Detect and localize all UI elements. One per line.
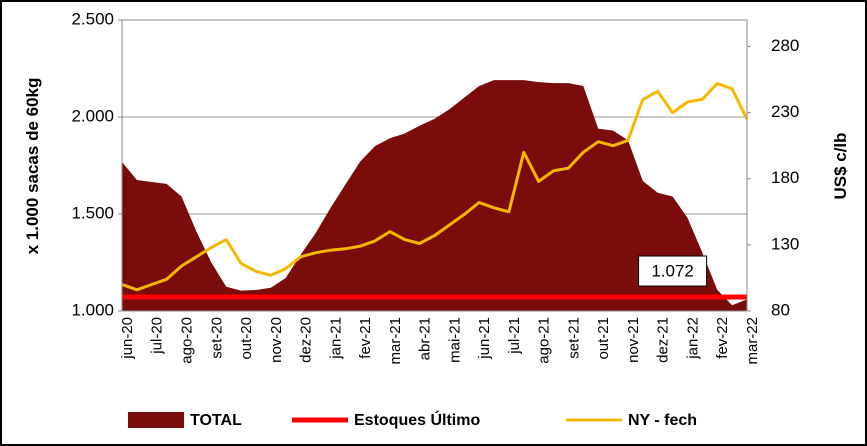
area — [122, 80, 747, 311]
plot-border — [121, 19, 748, 312]
x-tick-label: jun-20 — [119, 317, 136, 360]
y2-tick-label: 280 — [771, 36, 799, 55]
x-tick-label: set-21 — [565, 317, 582, 359]
legend-label: NY - fech — [628, 412, 697, 429]
x-tick-label: ago-21 — [536, 317, 553, 364]
y2-tick-label: 130 — [771, 234, 799, 253]
x-tick-label: nov-21 — [625, 317, 642, 363]
y2-tick-label: 180 — [771, 168, 799, 187]
x-tick-label: jan-22 — [684, 317, 701, 360]
x-tick-label: jul-20 — [149, 317, 166, 355]
x-tick-label: dez-20 — [298, 317, 315, 363]
x-tick-label: mar-21 — [387, 317, 404, 365]
x-tick-label: mar-22 — [744, 317, 761, 365]
x-tick-label: fev-22 — [714, 317, 731, 359]
legend-label: TOTAL — [190, 412, 242, 429]
y2-tick-label: 230 — [771, 102, 799, 121]
x-tick-label: nov-20 — [268, 317, 285, 363]
y-tick-label: 1.500 — [71, 203, 114, 222]
x-tick-label: jan-21 — [327, 317, 344, 360]
x-tick-label: ago-20 — [178, 317, 195, 364]
y2-tick-label: 80 — [771, 300, 790, 319]
data-label: 1.072 — [651, 262, 694, 281]
x-tick-label: set-20 — [208, 317, 225, 359]
x-tick-label: out-20 — [238, 317, 255, 360]
x-tick-label: dez-21 — [655, 317, 672, 363]
x-tick-label: abr-21 — [417, 317, 434, 360]
legend-label: Estoques Último — [354, 410, 480, 429]
y-tick-label: 2.500 — [71, 9, 114, 28]
legend-swatch — [128, 412, 184, 428]
x-tick-label: mai-21 — [446, 317, 463, 363]
x-tick-label: jun-21 — [476, 317, 493, 360]
y-axis-label: x 1.000 sacas de 60kg — [23, 78, 42, 255]
x-tick-label: jul-21 — [506, 317, 523, 355]
y-tick-label: 2.000 — [71, 106, 114, 125]
line — [121, 82, 749, 292]
y2-axis-label: US$ c/lb — [831, 132, 850, 199]
y-tick-label: 1.000 — [71, 300, 114, 319]
data-label-box — [638, 255, 708, 287]
x-tick-label: fev-21 — [357, 317, 374, 359]
x-tick-label: out-21 — [595, 317, 612, 360]
